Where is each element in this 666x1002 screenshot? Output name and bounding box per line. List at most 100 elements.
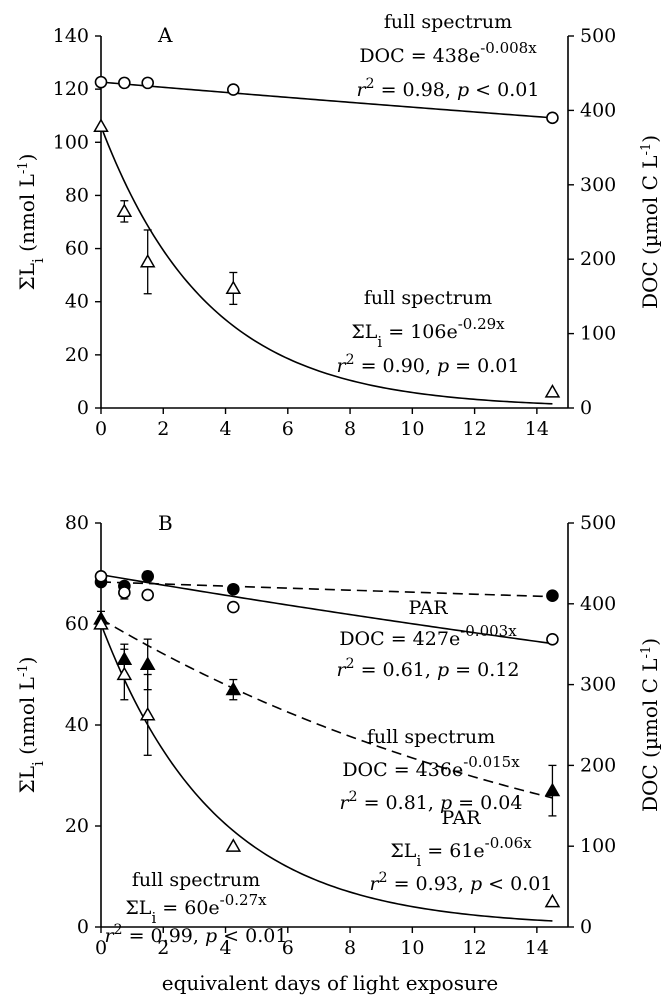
data-point-circle — [546, 589, 559, 603]
fit-curve — [100, 581, 553, 598]
annotation-stats: r2 = 0.93, p < 0.01 — [370, 870, 553, 895]
annotation-equation: DOC = 436e-0.015x — [342, 753, 520, 781]
data-point-triangle — [544, 893, 561, 908]
data-point-circle — [94, 570, 108, 583]
y-tick-label: 20 — [65, 815, 89, 837]
annotation-stats: r2 = 0.98, p < 0.01 — [357, 76, 540, 101]
y-tick-label: 40 — [65, 291, 89, 313]
y2-tick-label: 300 — [580, 674, 616, 696]
y-tick-label: 80 — [65, 512, 89, 534]
x-tick-label: 8 — [344, 418, 356, 440]
data-point-triangle — [139, 706, 156, 721]
data-point-circle — [118, 586, 131, 599]
y-tick-label: 40 — [65, 714, 89, 736]
annotation-treatment: full spectrum — [367, 726, 495, 748]
x-tick-label: 8 — [344, 937, 356, 959]
y2-tick-label: 500 — [580, 25, 616, 47]
annotation-treatment: full spectrum — [132, 869, 260, 891]
data-point-triangle — [116, 203, 133, 217]
annotation-treatment: PAR — [408, 597, 448, 619]
annotation-equation: ΣLi = 61e-0.06x — [390, 834, 532, 870]
annotation-stats: r2 = 0.99, p < 0.01 — [105, 922, 288, 947]
x-tick-label: 0 — [95, 937, 107, 959]
x-tick-label: 0 — [95, 418, 107, 440]
fit-annotation: full spectrum DOC = 436e-0.015x r2 = 0.81,… — [340, 726, 523, 814]
annotation-stats: r2 = 0.81, p = 0.04 — [340, 789, 523, 814]
y2-tick-label: 400 — [580, 593, 616, 615]
data-point-triangle — [93, 118, 109, 132]
annotation-stats: r2 = 0.90, p = 0.01 — [337, 352, 520, 377]
data-point-triangle — [116, 666, 133, 681]
x-tick-label: 4 — [219, 937, 231, 959]
annotation-stats: r2 = 0.61, p = 0.12 — [337, 656, 520, 681]
x-tick-label: 14 — [525, 937, 549, 959]
x-tick-label: 4 — [219, 418, 231, 440]
data-point-triangle — [93, 615, 109, 630]
data-point-circle — [94, 75, 108, 89]
fit-curve — [100, 623, 553, 922]
y-tick-label: 80 — [65, 184, 89, 206]
fit-curve — [100, 618, 553, 799]
data-point-triangle — [139, 253, 156, 268]
data-point-triangle — [225, 280, 242, 295]
x-tick-label: 12 — [463, 418, 487, 440]
panel-b: 0 20 40 60 80 0 100 200 300 400 500 0 2 4 6 8 10 12 14 B ΣLi… — [15, 511, 662, 995]
data-point-triangle — [544, 782, 561, 797]
y2-tick-label: 300 — [580, 174, 616, 196]
fit-curve — [100, 573, 553, 645]
x-tick-label: 14 — [525, 418, 549, 440]
x-tick-label: 6 — [282, 937, 294, 959]
y2-tick-label: 500 — [580, 512, 616, 534]
y2-axis-label: DOC (µmol C L-1) — [638, 638, 662, 812]
data-point-circle — [141, 76, 154, 90]
x-tick-label: 12 — [463, 937, 487, 959]
y-tick-label: 0 — [77, 916, 89, 938]
y-tick-label: 140 — [53, 25, 89, 47]
panel-letter: B — [158, 511, 173, 535]
data-point-circle — [546, 633, 559, 646]
x-tick-label: 10 — [400, 418, 424, 440]
y-axis-label: ΣLi (nmol L-1) — [15, 657, 47, 794]
data-point-circle — [118, 76, 131, 90]
data-point-circle — [141, 570, 154, 583]
x-tick-label: 2 — [157, 418, 169, 440]
x-tick-label: 2 — [157, 937, 169, 959]
annotation-equation: DOC = 438e-0.008x — [359, 39, 537, 67]
y-axis-label: ΣLi (nmol L-1) — [15, 154, 47, 291]
y-tick-label: 60 — [65, 238, 89, 260]
data-point-circle — [227, 600, 240, 614]
y2-tick-label: 400 — [580, 99, 616, 121]
x-axis-label: equivalent days of light exposure — [162, 971, 498, 995]
annotation-treatment: full spectrum — [364, 287, 492, 309]
data-point-circle — [141, 588, 154, 602]
y-tick-label: 0 — [77, 397, 89, 419]
y2-tick-label: 100 — [580, 835, 616, 857]
data-point-circle — [227, 83, 240, 96]
y2-tick-label: 0 — [580, 916, 592, 938]
x-tick-label: 6 — [282, 418, 294, 440]
x-tick-label: 10 — [400, 937, 424, 959]
annotation-equation: ΣLi = 106e-0.29x — [351, 315, 505, 351]
y2-tick-label: 200 — [580, 248, 616, 270]
annotation-treatment: full spectrum — [384, 11, 512, 33]
y-tick-label: 20 — [65, 344, 89, 366]
y2-tick-label: 200 — [580, 754, 616, 776]
fit-curve — [100, 126, 553, 405]
y-tick-label: 60 — [65, 613, 89, 635]
panel-letter: A — [157, 23, 173, 47]
data-point-triangle — [225, 681, 242, 696]
fit-annotation: PAR DOC = 427e-0.003x r2 = 0.61, p = 0.12 — [337, 597, 520, 681]
data-point-circle — [546, 111, 559, 125]
y2-tick-label: 0 — [580, 397, 592, 419]
fit-annotation: full spectrum DOC = 438e-0.008x r2 = 0.98,… — [357, 11, 540, 101]
y2-axis-label: DOC (µmol C L-1) — [638, 135, 662, 309]
data-point-triangle — [139, 656, 156, 671]
annotation-equation: DOC = 427e-0.003x — [339, 622, 517, 650]
fit-curve — [100, 81, 553, 119]
data-point-triangle — [544, 384, 561, 398]
annotation-equation: ΣLi = 60e-0.27x — [125, 891, 267, 927]
y-tick-label: 120 — [53, 78, 89, 100]
panel-a: 0 20 40 60 80 100 120 140 0 100 200 300 400 500 0 2 4 6 8 1… — [15, 11, 662, 440]
